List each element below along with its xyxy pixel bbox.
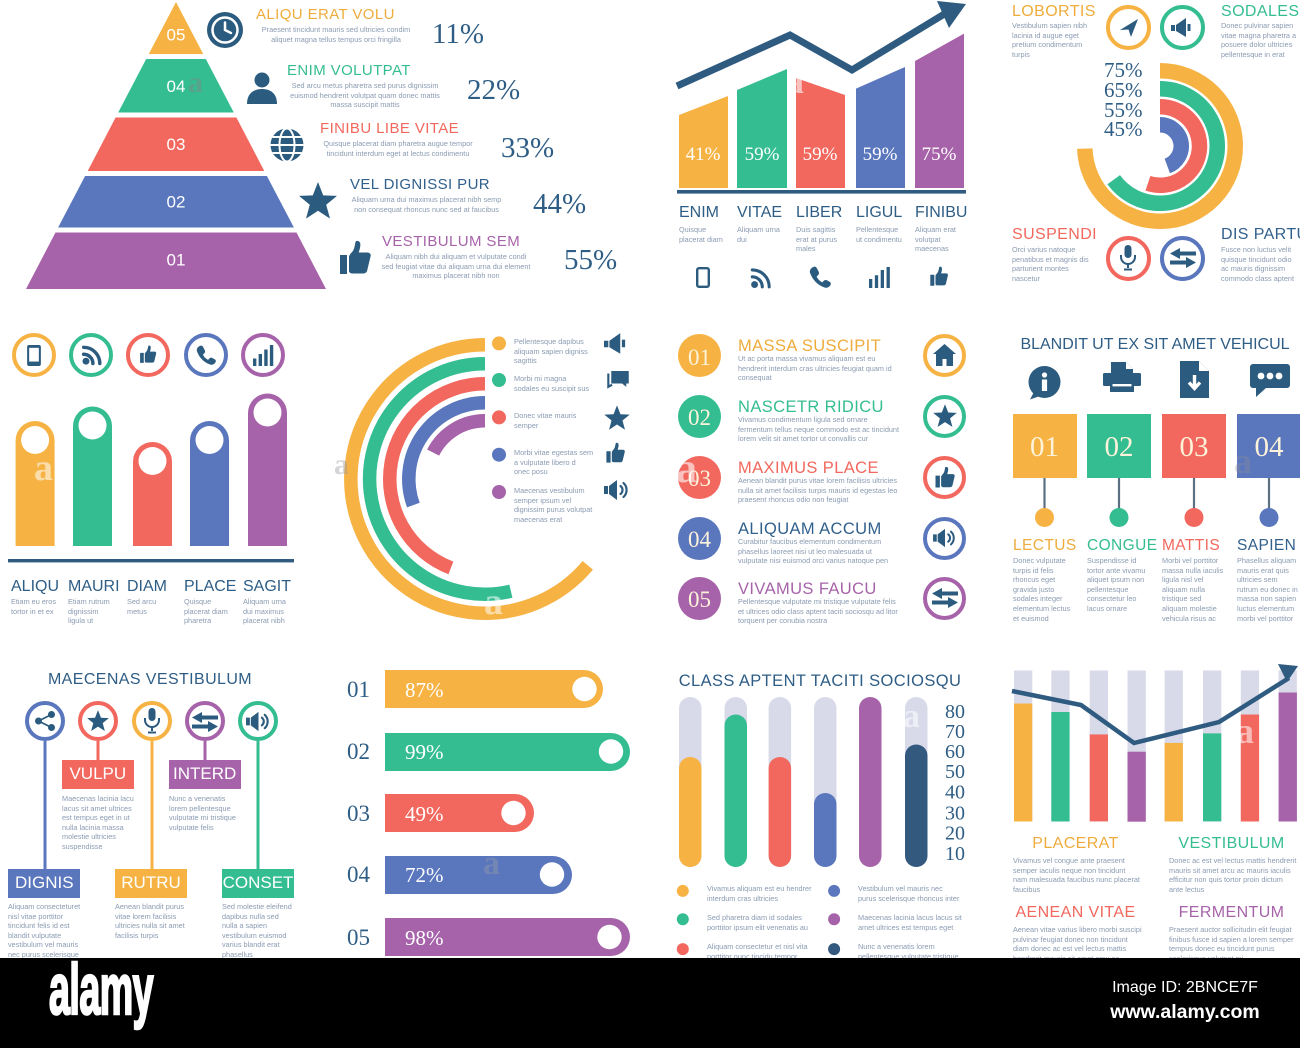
svg-text:59%: 59% [803, 144, 838, 165]
svg-text:30: 30 [945, 803, 965, 825]
svg-text:40: 40 [945, 782, 965, 804]
svg-text:05: 05 [167, 26, 186, 45]
svg-text:20: 20 [945, 823, 965, 845]
svg-text:03: 03 [167, 135, 186, 154]
svg-text:80: 80 [945, 701, 965, 723]
svg-text:02: 02 [167, 193, 186, 212]
svg-text:59%: 59% [745, 144, 780, 165]
svg-text:04: 04 [167, 77, 186, 96]
svg-text:75%: 75% [922, 144, 957, 165]
svg-text:10: 10 [945, 843, 965, 865]
svg-text:70: 70 [945, 721, 965, 743]
svg-text:41%: 41% [686, 144, 721, 165]
svg-text:50: 50 [945, 761, 965, 783]
svg-text:60: 60 [945, 741, 965, 763]
svg-text:59%: 59% [863, 144, 898, 165]
svg-text:01: 01 [167, 251, 186, 270]
